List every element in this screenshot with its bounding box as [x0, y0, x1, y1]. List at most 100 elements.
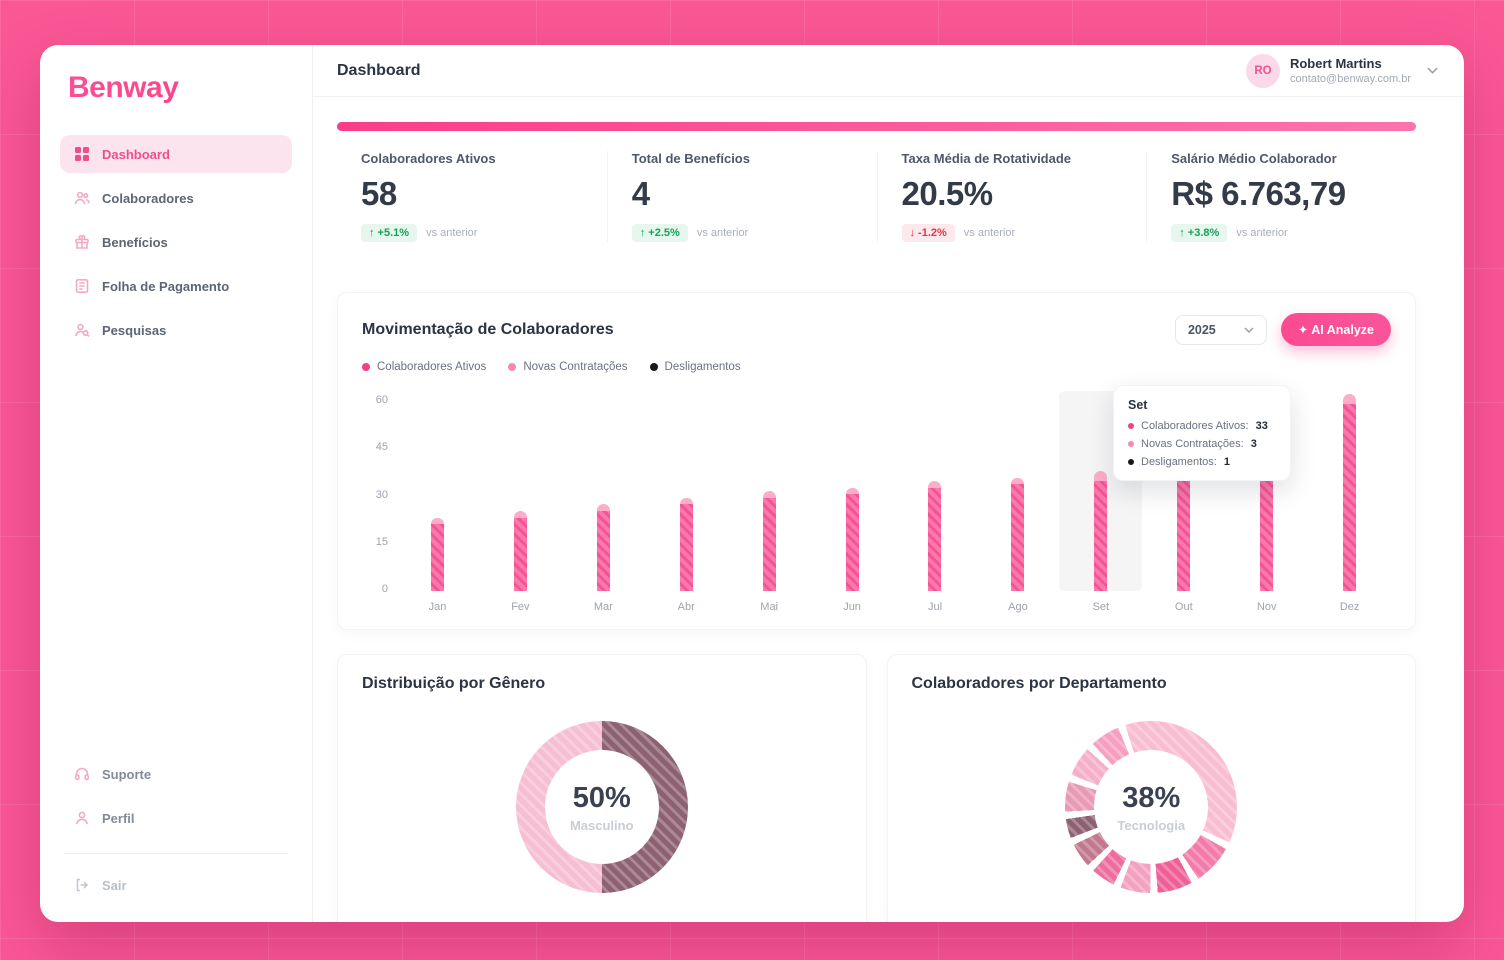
page-title: Dashboard — [337, 61, 421, 79]
movement-chart-card: Movimentação de Colaboradores 2025 ✦ AI … — [337, 292, 1416, 630]
y-tick: 45 — [375, 441, 388, 454]
gender-card-title: Distribuição por Gênero — [362, 675, 546, 692]
sidebar-item-label: Suporte — [102, 766, 152, 782]
sidebar-item-colaboradores[interactable]: Colaboradores — [60, 179, 292, 217]
user-icon — [76, 811, 88, 825]
bar-column-ago[interactable] — [976, 391, 1059, 591]
bar-column-jan[interactable] — [396, 391, 479, 591]
chart-tooltip: Set Colaboradores Ativos: 33 Novas Contr… — [1113, 385, 1291, 481]
logout-icon — [76, 878, 89, 892]
kpi-value: R$ 6.763,79 — [1171, 175, 1346, 212]
x-tick: Jun — [843, 601, 861, 613]
bar-column-abr[interactable] — [645, 391, 728, 591]
kpi-accent-bar — [337, 122, 1416, 131]
x-tick: Abr — [677, 601, 695, 613]
bar-column-dez[interactable] — [1308, 391, 1391, 591]
ai-analyze-button[interactable]: ✦ AI Analyze — [1280, 313, 1391, 346]
bar-segment-ativos — [1343, 404, 1357, 591]
department-donut-chart[interactable]: 38% Tecnologia — [1065, 721, 1238, 893]
gift-icon — [75, 235, 89, 249]
x-axis-labels: Jan Fev Mar Abr Mai Jun Jul Ago Set Out Nov Dez — [396, 601, 1391, 613]
main-panel: Dashboard RO Robert Martins contato@benw… — [313, 45, 1464, 922]
bar-column-set[interactable] — [1059, 391, 1143, 591]
x-tick: Nov — [1256, 601, 1277, 613]
bar-column-fev[interactable] — [479, 391, 562, 591]
bar-column-mar[interactable] — [562, 391, 645, 591]
department-center-value: 38% — [1122, 781, 1181, 814]
year-select[interactable]: 2025 — [1174, 314, 1267, 345]
bar-segment-ativos — [845, 494, 859, 591]
kpi-label: Colaboradores Ativos — [361, 151, 496, 166]
x-tick: Fev — [511, 601, 530, 613]
sidebar-item-label: Dashboard — [102, 146, 170, 162]
bar-column-mai[interactable] — [728, 391, 811, 591]
tooltip-label: Colaboradores Ativos: — [1141, 420, 1249, 432]
sidebar-item-dashboard[interactable]: Dashboard — [60, 135, 292, 173]
x-tick: Jul — [927, 601, 943, 613]
sidebar-item-label: Benefícios — [102, 234, 168, 250]
y-tick: 15 — [375, 535, 388, 548]
tooltip-dot — [1128, 441, 1134, 447]
y-axis: 60 45 30 15 0 — [362, 391, 396, 595]
x-tick: Ago — [1008, 601, 1028, 613]
user-menu[interactable]: RO Robert Martins contato@benway.com.br — [1245, 53, 1438, 88]
bar-segment-ativos — [1177, 471, 1191, 591]
sidebar-item-beneficios[interactable]: Benefícios — [60, 223, 292, 261]
department-card: Colaboradores por Departamento 38% Tecno… — [886, 654, 1416, 922]
bar-column-jul[interactable] — [894, 391, 977, 591]
bar-column-jun[interactable] — [811, 391, 894, 591]
x-tick: Jan — [428, 601, 447, 613]
legend-dot — [649, 363, 658, 371]
legend-item-desligamentos[interactable]: Desligamentos — [649, 361, 741, 373]
grid-icon — [75, 147, 89, 161]
sidebar-item-perfil[interactable]: Perfil — [60, 799, 292, 837]
bar-segment-contratacoes — [762, 491, 776, 498]
kpi-note: vs anterior — [1236, 227, 1288, 239]
y-tick: 60 — [375, 394, 388, 406]
bar-segment-contratacoes — [679, 497, 693, 505]
sidebar-item-sair[interactable]: Sair — [60, 866, 292, 904]
legend-item-contratacoes[interactable]: Novas Contratações — [508, 361, 628, 373]
tooltip-value: 3 — [1250, 438, 1257, 450]
chevron-down-icon — [1244, 326, 1254, 333]
bar-chart: 60 45 30 15 0 Jan Fev Mar Abr Mai Jun Jul Ago Set Out… — [362, 385, 1391, 613]
bars — [396, 391, 1391, 591]
bar-segment-ativos — [513, 517, 527, 591]
bar-segment-contratacoes — [513, 511, 527, 518]
tooltip-dot — [1128, 459, 1134, 465]
legend-label: Colaboradores Ativos — [377, 361, 487, 373]
kpi-delta-badge: ↑ +5.1% — [361, 224, 418, 242]
legend-dot — [362, 363, 370, 371]
sidebar-item-label: Perfil — [102, 810, 135, 826]
sidebar-item-pesquisas[interactable]: Pesquisas — [60, 311, 292, 349]
kpi-value: 58 — [361, 175, 397, 212]
kpi-delta-badge: ↑ +2.5% — [631, 224, 688, 242]
avatar: RO — [1245, 53, 1280, 88]
chart-legend: Colaboradores Ativos Novas Contratações … — [362, 361, 1391, 373]
bar-segment-ativos — [762, 497, 776, 591]
bar-segment-contratacoes — [928, 481, 942, 488]
kpi-value: 4 — [631, 175, 650, 212]
bar-segment-contratacoes — [596, 504, 610, 511]
bar-segment-contratacoes — [1343, 394, 1357, 405]
sidebar-spacer — [60, 355, 292, 755]
gender-donut-chart[interactable]: 50% Masculino — [515, 721, 688, 893]
kpi-taxa-rotatividade: Taxa Média de Rotatividade 20.5% ↓ -1.2%… — [876, 151, 1147, 242]
bar-segment-contratacoes — [430, 517, 444, 525]
x-tick: Out — [1174, 601, 1193, 613]
kpi-colaboradores-ativos: Colaboradores Ativos 58 ↑ +5.1% vs anter… — [337, 151, 607, 242]
y-tick: 30 — [375, 488, 388, 501]
kpi-label: Total de Benefícios — [631, 151, 750, 166]
legend-item-ativos[interactable]: Colaboradores Ativos — [362, 361, 486, 373]
sidebar: Benway Dashboard Colaboradores Benefício… — [40, 45, 313, 922]
kpi-label: Salário Médio Colaborador — [1171, 151, 1337, 166]
headset-icon — [74, 767, 89, 781]
sidebar-item-folha-de-pagamento[interactable]: Folha de Pagamento — [60, 267, 292, 305]
gender-center-label: Masculino — [569, 817, 634, 833]
legend-dot — [508, 363, 517, 371]
legend-label: Desligamentos — [664, 361, 741, 373]
legend-label: Novas Contratações — [523, 361, 628, 373]
sidebar-item-suporte[interactable]: Suporte — [60, 755, 292, 793]
sidebar-item-label: Colaboradores — [102, 190, 194, 206]
x-tick: Mar — [593, 601, 613, 613]
